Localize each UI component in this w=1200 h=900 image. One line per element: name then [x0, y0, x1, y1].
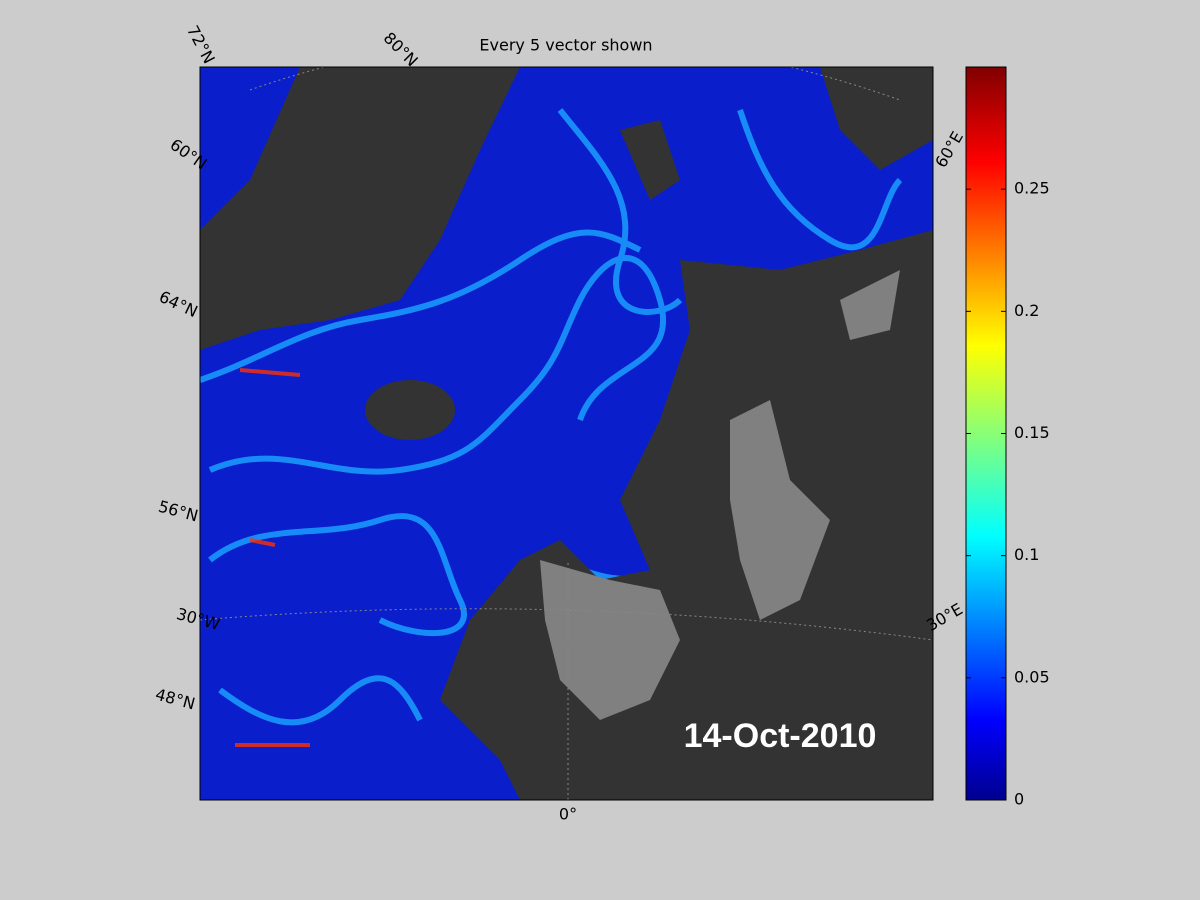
colorbar-tick-label: 0.1: [1014, 545, 1039, 564]
graticule-label: 72°N: [183, 22, 219, 67]
colorbar: [965, 66, 1007, 801]
graticule-label: 64°N: [156, 287, 201, 321]
map: [200, 67, 933, 800]
graticule: [200, 67, 933, 800]
colorbar-tick-label: 0.05: [1014, 667, 1050, 686]
graticule-label: 80°N: [380, 28, 422, 70]
colorbar-tick-label: 0.25: [1014, 179, 1050, 198]
graticule-label: 56°N: [156, 497, 200, 526]
currents: [200, 108, 903, 726]
graticule-label: 0°: [559, 805, 577, 824]
strong-currents: [235, 368, 310, 747]
colorbar-ticks: 0 0.05 0.1 0.15 0.2 0.25: [966, 179, 1050, 809]
britain: [450, 600, 560, 760]
colorbar-tick-label: 0: [1014, 790, 1024, 809]
colorbar-tick-label: 0.15: [1014, 423, 1050, 442]
graticule-label: 48°N: [153, 685, 197, 714]
map-frame: [199, 66, 934, 801]
map-title: Every 5 vector shown: [479, 36, 652, 55]
date-label: 14-Oct-2010: [684, 717, 877, 755]
shelf-sea: [540, 270, 900, 720]
graticule-label: 60°E: [931, 128, 967, 171]
colorbar-tick-label: 0.2: [1014, 301, 1039, 320]
